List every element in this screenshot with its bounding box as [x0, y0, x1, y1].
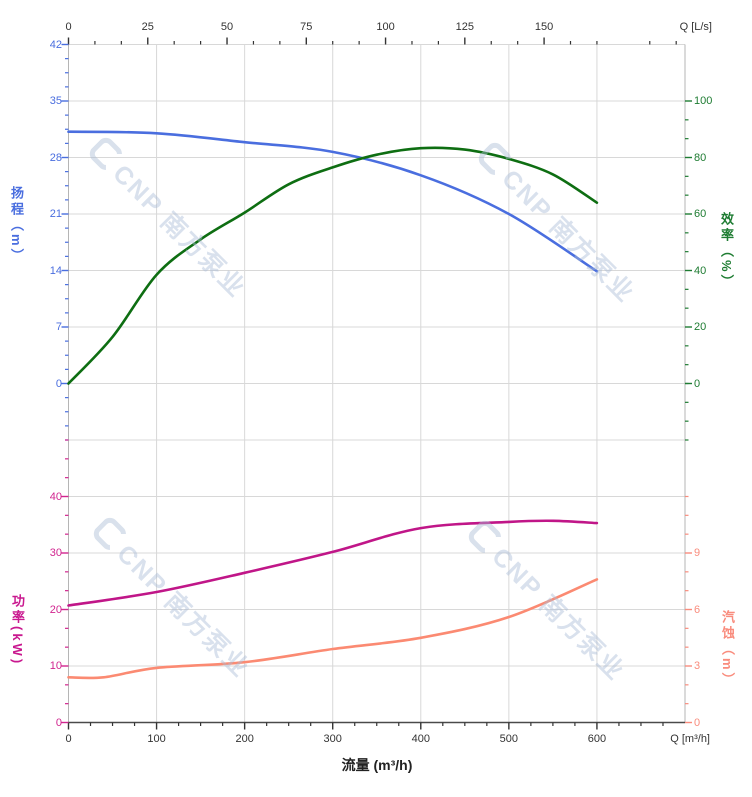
efficiency-axis-tick-label: 20 [694, 321, 707, 333]
top-axis-tick-label: 150 [534, 21, 554, 33]
efficiency-axis-tick-label: 0 [694, 377, 701, 390]
top-axis-unit-label: Q [L/s] [679, 21, 712, 33]
head-axis-title: 扬程（m） [9, 186, 24, 265]
bottom-axis-tick-label: 100 [147, 733, 166, 745]
head-axis-tick-label: 35 [49, 95, 62, 107]
npsh-axis-tick-label: 9 [694, 547, 701, 559]
bottom-axis-tick-label: 600 [587, 733, 607, 745]
bottom-axis-tick-label: 200 [235, 733, 254, 745]
head-axis-tick-label: 28 [49, 151, 62, 164]
bottom-axis-tick-label: 400 [411, 733, 430, 745]
power-axis-tick-label: 10 [49, 660, 62, 672]
power-axis-tick-label: 30 [49, 547, 62, 559]
npsh-axis-tick-label: 3 [694, 660, 701, 672]
npsh-axis-tick-label: 0 [694, 716, 701, 729]
top-axis-tick-label: 125 [455, 21, 474, 33]
x-axis-title: 流量 (m³/h) [341, 757, 413, 773]
curves [67, 130, 599, 680]
top-axis-tick-label: 75 [300, 21, 313, 33]
efficiency-axis-tick-label: 60 [694, 208, 707, 220]
power-curve [67, 519, 599, 607]
head-axis-tick-label: 42 [49, 38, 62, 51]
top-axis-tick-label: 0 [65, 21, 72, 33]
efficiency-axis-tick-label: 80 [694, 151, 707, 164]
head-axis-tick-label: 0 [55, 377, 62, 390]
top-axis-tick-label: 50 [220, 21, 234, 33]
efficiency-axis-title: 效率（%） [719, 212, 734, 291]
power-axis-tick-label: 40 [49, 490, 62, 503]
head-curve [67, 130, 599, 273]
npsh-curve [67, 578, 599, 680]
bottom-axis-unit-label: Q [m³/h] [670, 733, 710, 745]
power-axis-title: 功率(kW) [10, 594, 25, 667]
top-axis-tick-label: 100 [376, 21, 395, 33]
bottom-axis-tick-label: 500 [499, 733, 519, 745]
head-axis-tick-label: 7 [55, 321, 62, 333]
head-axis-tick-label: 14 [49, 264, 62, 277]
npsh-axis-tick-label: 6 [694, 603, 701, 616]
npsh-axis-title: 汽蚀（m） [720, 610, 735, 689]
efficiency-curve [67, 146, 599, 385]
bottom-axis-tick-label: 0 [65, 733, 72, 745]
bottom-axis-tick-label: 300 [323, 733, 342, 745]
efficiency-axis-tick-label: 100 [694, 95, 713, 107]
power-axis-tick-label: 20 [49, 603, 62, 616]
power-axis-tick-label: 0 [55, 716, 62, 729]
top-axis-tick-label: 25 [141, 21, 154, 33]
efficiency-axis-tick-label: 40 [694, 264, 707, 277]
head-axis-tick-label: 21 [49, 208, 62, 220]
